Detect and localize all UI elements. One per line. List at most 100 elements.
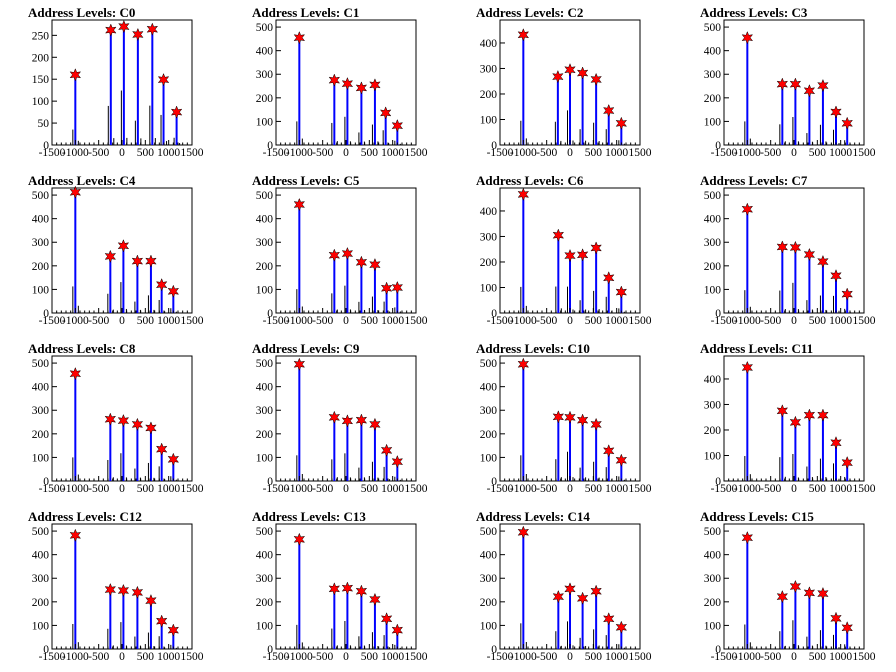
peak-marker — [355, 255, 368, 269]
x-tick-label: 1500 — [629, 147, 652, 159]
x-tick-label: 500 — [361, 147, 379, 159]
x-tick-label: -1500 — [39, 651, 66, 663]
x-tick-label: -1500 — [711, 651, 738, 663]
y-tick-label: 100 — [704, 116, 722, 128]
peak-marker — [602, 103, 615, 118]
y-tick-label: 100 — [480, 282, 498, 294]
x-tick-label: 1500 — [853, 147, 876, 159]
y-tick-label: 400 — [480, 38, 498, 50]
x-tick-label: -500 — [88, 651, 109, 663]
peak-marker — [170, 105, 183, 119]
peak-marker — [328, 582, 341, 596]
y-tick-label: 500 — [32, 526, 50, 538]
y-tick-label: 100 — [32, 620, 50, 632]
x-tick-label: -1000 — [286, 147, 313, 159]
y-tick-label: 500 — [32, 190, 50, 202]
y-tick-label: 100 — [480, 114, 498, 126]
peak-marker — [69, 528, 82, 543]
peak-marker — [379, 106, 392, 120]
x-tick-label: 1500 — [405, 147, 428, 159]
x-tick-label: 1000 — [829, 651, 852, 663]
peak-marker — [369, 257, 381, 272]
x-tick-label: 1000 — [157, 147, 180, 159]
y-tick-label: 200 — [256, 93, 274, 105]
peak-marker — [105, 23, 117, 37]
peak-marker — [167, 623, 180, 637]
x-tick-label: 1500 — [629, 651, 652, 663]
x-tick-label: 1000 — [605, 483, 628, 495]
x-tick-label: 0 — [343, 651, 349, 663]
peak-marker — [380, 443, 393, 458]
y-tick-label: 0 — [715, 644, 721, 656]
x-tick-label: 1000 — [381, 315, 404, 327]
y-tick-label: 400 — [32, 214, 50, 226]
peak-marker — [355, 413, 368, 427]
peak-marker — [576, 413, 589, 427]
y-tick-label: 200 — [704, 93, 722, 105]
peak-marker — [391, 280, 404, 295]
y-tick-label: 300 — [704, 573, 722, 585]
x-tick-label: 0 — [119, 483, 125, 495]
x-tick-label: -500 — [88, 147, 109, 159]
panel-c4: Address Levels: C40100200300400500-1500-… — [28, 173, 204, 327]
y-tick-label: 400 — [480, 206, 498, 218]
y-tick-label: 0 — [491, 308, 497, 320]
peak-marker — [517, 187, 530, 202]
y-tick-label: 0 — [267, 644, 273, 656]
x-tick-label: -1500 — [263, 147, 290, 159]
y-tick-label: 400 — [256, 382, 274, 394]
peak-marker — [328, 73, 341, 87]
y-tick-label: 200 — [704, 597, 722, 609]
x-tick-label: -1000 — [734, 315, 761, 327]
x-tick-label: 0 — [567, 315, 573, 327]
peak-marker — [552, 69, 564, 84]
peak-marker — [391, 454, 404, 469]
x-tick-label: -500 — [760, 315, 781, 327]
peak-marker — [803, 408, 816, 422]
y-tick-label: 400 — [256, 46, 274, 58]
peak-marker — [552, 228, 565, 242]
y-tick-label: 50 — [38, 118, 50, 130]
y-tick-label: 300 — [32, 405, 50, 417]
panel-title: Address Levels: C0 — [28, 5, 135, 20]
peak-marker — [830, 269, 842, 283]
x-tick-label: -500 — [536, 147, 557, 159]
x-tick-label: 0 — [567, 651, 573, 663]
y-tick-label: 100 — [480, 620, 498, 632]
x-tick-label: -1000 — [510, 315, 537, 327]
peak-marker — [69, 185, 82, 199]
peak-marker — [776, 404, 789, 418]
plot-frame — [51, 19, 193, 146]
y-tick-label: 100 — [32, 96, 50, 108]
panel-c2: Address Levels: C2 0 100 200 300 400 -1500-100… — [476, 5, 652, 159]
y-tick-label: 0 — [43, 140, 49, 152]
peak-marker — [341, 76, 354, 91]
peak-marker — [104, 249, 117, 264]
peak-marker — [615, 285, 628, 299]
x-tick-label: 1500 — [405, 651, 428, 663]
y-tick-label: 250 — [32, 30, 50, 42]
peak-marker — [341, 581, 354, 595]
y-tick-label: 400 — [704, 550, 722, 562]
panel-title: Address Levels: C13 — [252, 509, 366, 524]
x-tick-label: 500 — [585, 147, 603, 159]
y-tick-label: 500 — [480, 358, 498, 370]
peak-marker — [131, 417, 144, 432]
panel-title: Address Levels: C8 — [28, 341, 136, 356]
y-tick-label: 0 — [267, 476, 273, 488]
x-tick-label: 1500 — [181, 651, 204, 663]
peak-marker — [590, 584, 602, 598]
peak-marker — [145, 254, 157, 268]
x-tick-label: 500 — [809, 483, 827, 495]
x-tick-label: 1000 — [605, 147, 628, 159]
x-tick-label: 1500 — [629, 315, 652, 327]
peak-marker — [132, 27, 144, 42]
y-tick-label: 500 — [704, 526, 722, 538]
panel-c7: Address Levels: C70100200300400500-1500-… — [700, 173, 876, 327]
x-tick-label: 500 — [809, 147, 827, 159]
peak-marker — [167, 284, 180, 298]
x-tick-label: 0 — [119, 315, 125, 327]
y-tick-label: 500 — [256, 22, 274, 34]
y-tick-label: 100 — [256, 116, 274, 128]
